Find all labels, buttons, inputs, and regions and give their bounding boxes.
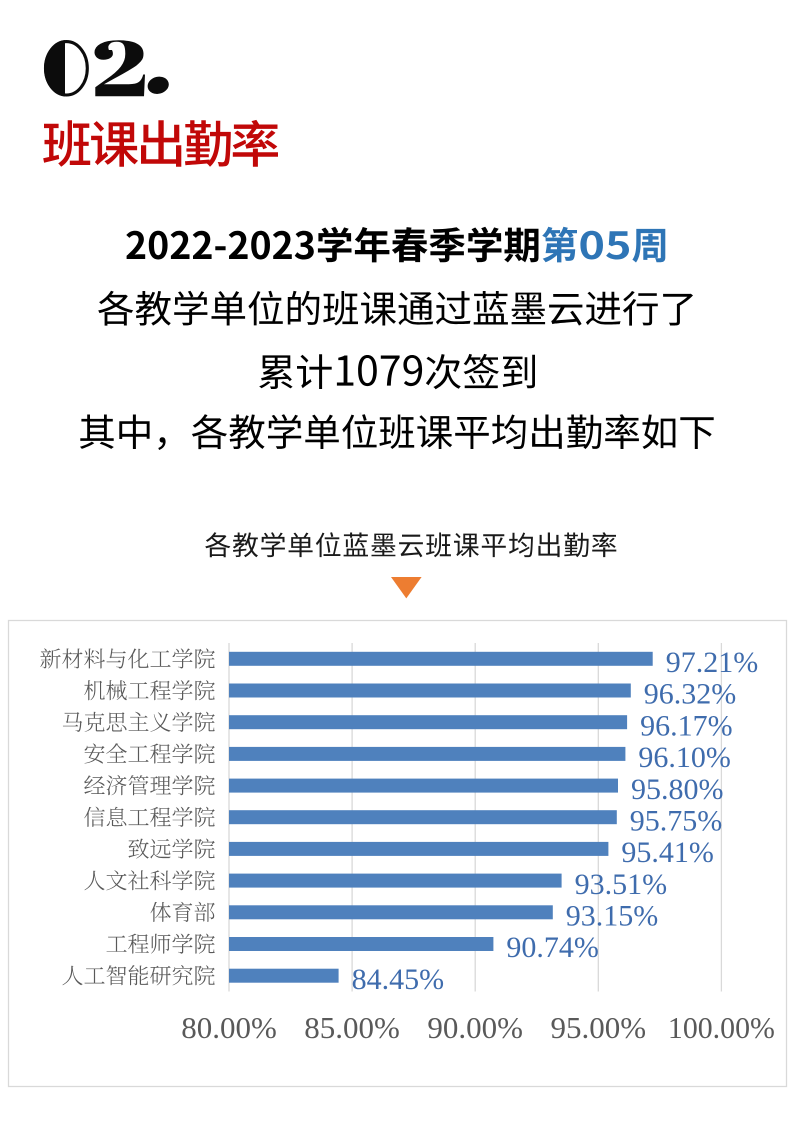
svg-text:100.00%: 100.00% — [668, 1010, 775, 1045]
svg-text:96.10%: 96.10% — [638, 741, 731, 774]
svg-text:90.00%: 90.00% — [427, 1010, 523, 1045]
svg-text:95.80%: 95.80% — [631, 773, 724, 806]
svg-text:95.00%: 95.00% — [551, 1010, 647, 1045]
svg-text:93.15%: 93.15% — [566, 900, 659, 933]
svg-text:84.45%: 84.45% — [352, 963, 445, 996]
svg-text:96.17%: 96.17% — [640, 709, 733, 742]
svg-text:93.51%: 93.51% — [575, 868, 668, 901]
svg-text:90.74%: 90.74% — [506, 931, 599, 964]
svg-text:85.00%: 85.00% — [304, 1010, 400, 1045]
svg-text:80.00%: 80.00% — [181, 1010, 277, 1045]
svg-text:95.41%: 95.41% — [621, 836, 714, 869]
svg-text:97.21%: 97.21% — [666, 646, 759, 679]
svg-text:96.32%: 96.32% — [644, 678, 737, 711]
svg-text:95.75%: 95.75% — [630, 805, 723, 838]
